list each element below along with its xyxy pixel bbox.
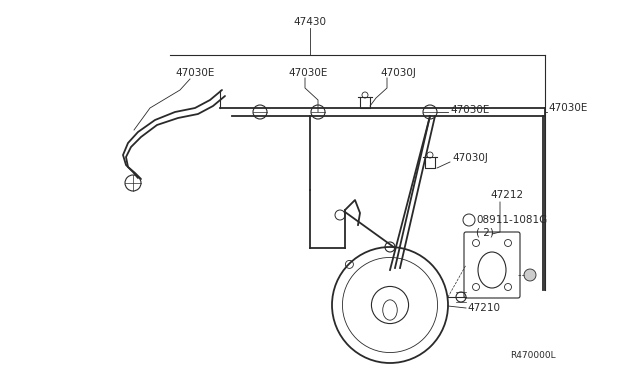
Text: 47030E: 47030E [288, 68, 328, 78]
Text: 47212: 47212 [490, 190, 523, 200]
Text: 47210: 47210 [467, 303, 500, 313]
Text: 47030E: 47030E [175, 68, 214, 78]
Text: 08911-1081G: 08911-1081G [476, 215, 547, 225]
Text: R470000L: R470000L [510, 350, 556, 359]
Text: 47030E: 47030E [450, 105, 490, 115]
Text: 47430: 47430 [294, 17, 326, 27]
Text: 47030J: 47030J [452, 153, 488, 163]
Text: 47030E: 47030E [548, 103, 588, 113]
Text: ( 2): ( 2) [476, 227, 494, 237]
Circle shape [524, 269, 536, 281]
Text: 47030J: 47030J [380, 68, 416, 78]
